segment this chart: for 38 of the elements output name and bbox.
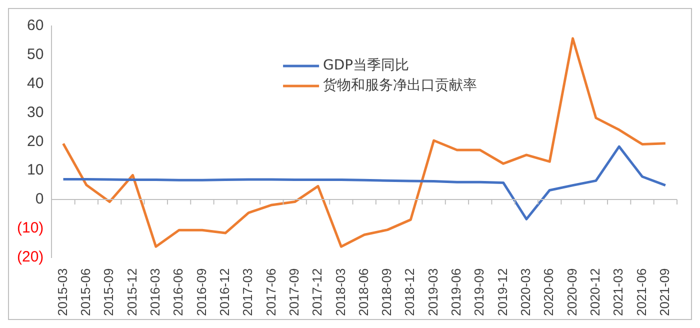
x-tick-label: 2018-09 — [379, 268, 394, 316]
y-tick-label: 0 — [35, 190, 44, 208]
x-tick-label: 2015-03 — [54, 268, 70, 316]
x-tick-label: 2020-12 — [588, 268, 603, 316]
x-tick-label: 2017-12 — [310, 268, 325, 316]
y-tick-label: 40 — [26, 74, 44, 92]
x-tick-label: 2017-06 — [263, 268, 278, 316]
x-tick-label: 2018-12 — [402, 268, 418, 316]
x-tick-label: 2020-06 — [541, 268, 556, 316]
x-tick-label: 2020-09 — [564, 268, 580, 316]
y-tick-label: 60 — [26, 17, 44, 34]
x-tick-label: 2016-03 — [147, 268, 162, 316]
x-tick-label: 2019-09 — [472, 268, 487, 316]
x-tick-label: 2019-12 — [494, 268, 510, 316]
y-tick-label: (10) — [16, 220, 44, 237]
y-tick-label: 20 — [26, 132, 44, 150]
x-tick-label: 2015-09 — [101, 268, 116, 316]
legend-label: 货物和服务净出口贡献率 — [323, 78, 478, 94]
x-tick-label: 2015-12 — [124, 268, 140, 316]
x-tick-label: 2017-03 — [240, 268, 256, 316]
y-tick-label: (20) — [16, 248, 44, 266]
x-tick-label: 2016-09 — [194, 268, 209, 316]
x-tick-label: 2019-06 — [448, 268, 464, 316]
y-tick-label: 30 — [26, 104, 44, 121]
x-tick-label: 2018-06 — [356, 268, 371, 316]
x-tick-label: 2015-06 — [78, 268, 93, 316]
y-tick-label: 50 — [26, 46, 44, 64]
x-tick-label: 2016-12 — [216, 268, 232, 316]
x-tick-label: 2019-03 — [425, 268, 440, 316]
y-tick-label: 10 — [26, 162, 44, 179]
x-tick-label: 2021-03 — [610, 268, 626, 316]
x-tick-label: 2020-03 — [518, 268, 534, 316]
x-tick-label: 2017-09 — [286, 268, 302, 316]
x-tick-label: 2021-06 — [634, 268, 649, 316]
legend-label: GDP当季同比 — [323, 58, 410, 74]
x-tick-label: 2018-03 — [332, 268, 348, 316]
x-tick-label: 2016-06 — [170, 268, 186, 316]
x-tick-label: 2021-09 — [657, 268, 672, 316]
